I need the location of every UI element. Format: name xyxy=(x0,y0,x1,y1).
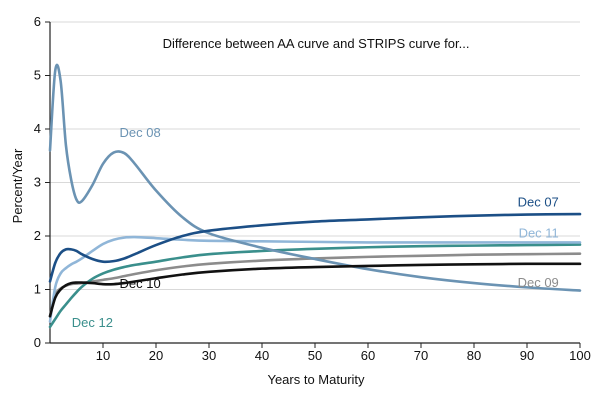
axes xyxy=(45,21,581,348)
series-label-dec-12: Dec 12 xyxy=(72,315,113,330)
series-label-dec-11: Dec 11 xyxy=(519,226,559,241)
y-tick-label-4: 4 xyxy=(34,121,41,136)
series-line-dec-11 xyxy=(48,235,582,323)
tick-labels: 10 20 30 40 50 60 70 80 90 100 0 1 2 3 4 5 6 xyxy=(34,14,591,363)
x-tick-label-50: 50 xyxy=(308,348,322,363)
x-tick-label-60: 60 xyxy=(361,348,375,363)
y-tick-label-5: 5 xyxy=(34,68,41,83)
x-tick-label-40: 40 xyxy=(255,348,269,363)
x-axis-title: Years to Maturity xyxy=(267,372,365,387)
series-line-dec-10 xyxy=(48,262,582,318)
x-tick-label-70: 70 xyxy=(414,348,428,363)
y-tick-label-6: 6 xyxy=(34,14,41,29)
y-tick-label-2: 2 xyxy=(34,228,41,243)
x-tick-label-90: 90 xyxy=(520,348,534,363)
x-tick-label-30: 30 xyxy=(202,348,216,363)
y-tick-label-1: 1 xyxy=(34,282,41,297)
series-lines xyxy=(48,63,582,329)
y-tick-label-0: 0 xyxy=(34,335,41,350)
series-line-dec-07 xyxy=(48,212,582,283)
x-tick-label-20: 20 xyxy=(149,348,163,363)
series-label-dec-10: Dec 10 xyxy=(119,276,160,291)
series-label-dec-07: Dec 07 xyxy=(518,195,559,210)
series-labels: Dec 08 Dec 07 Dec 11 Dec 09 Dec 10 Dec 12 xyxy=(72,125,559,330)
series-line-dec-12 xyxy=(48,243,582,329)
y-axis-title: Percent/Year xyxy=(10,148,25,223)
y-tick-label-3: 3 xyxy=(34,175,41,190)
series-label-dec-08: Dec 08 xyxy=(119,125,160,140)
series-line-dec-08 xyxy=(48,63,582,292)
x-tick-label-100: 100 xyxy=(569,348,591,363)
series-label-dec-09: Dec 09 xyxy=(518,275,559,290)
x-tick-label-80: 80 xyxy=(467,348,481,363)
chart-title: Difference between AA curve and STRIPS c… xyxy=(163,36,470,51)
x-tick-label-10: 10 xyxy=(96,348,110,363)
